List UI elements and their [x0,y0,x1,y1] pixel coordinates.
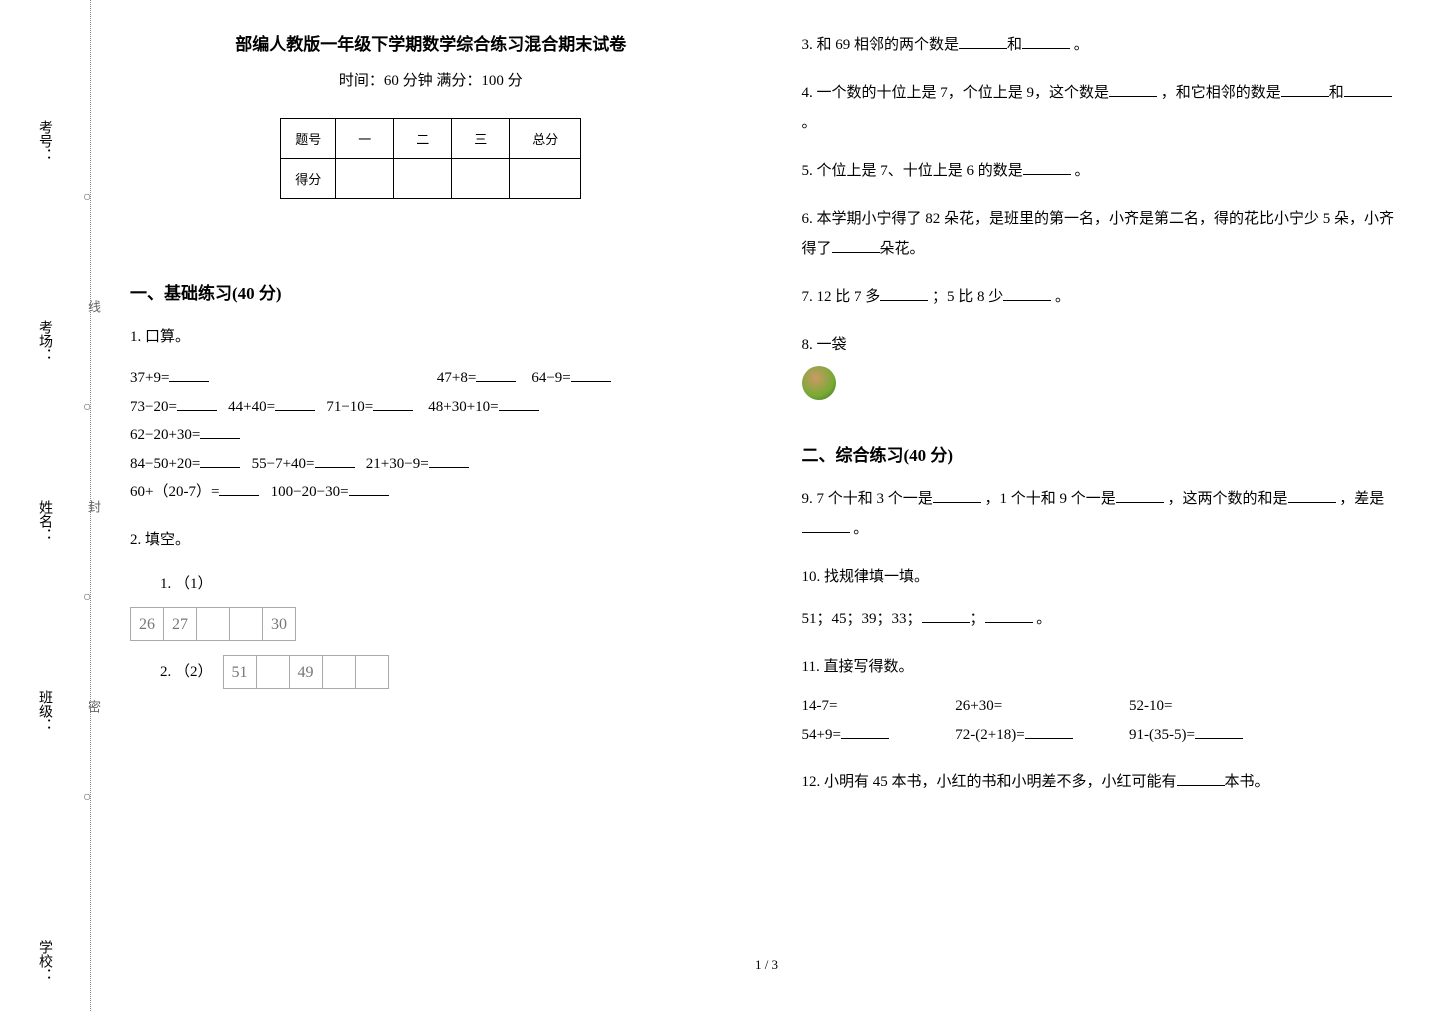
question-body: 51；45；39；33；； 。 [802,604,1404,634]
right-column: 3. 和 69 相邻的两个数是和 。 4. 一个数的十位上是 7，个位上是 9，… [802,20,1404,797]
blank [169,367,209,382]
spine-label: 姓名： [34,500,54,542]
blank [177,396,217,411]
question-4: 4. 一个数的十位上是 7，个位上是 9，这个数是 ，和它相邻的数是和 。 [802,78,1404,138]
question-12: 12. 小明有 45 本书，小红的书和小明差不多，小红可能有本书。 [802,767,1404,797]
sub-label: 2. （2） [160,657,213,687]
seal-dot: ○ [83,590,91,606]
cells-row: 51 . 49 . . [223,655,388,689]
eq: 55−7+40= [252,450,315,479]
eq: 62−20+30= [130,421,200,450]
eq: 60+（20-7）= [130,478,219,507]
cell-empty: . [196,607,230,641]
question-9: 9. 7 个十和 3 个一是 ，1 个十和 9 个一是 ，这两个数的和是 ，差是… [802,484,1404,544]
cell-empty: . [229,607,263,641]
question-label: 8. 一袋 [802,337,847,353]
left-column: 部编人教版一年级下学期数学综合练习混合期末试卷 时间：60 分钟 满分：100 … [130,20,732,797]
section-heading-1: 一、基础练习(40 分) [130,279,732,304]
spine-label: 考号： [34,120,54,162]
eq: 52-10= [1129,692,1172,721]
blank [200,453,240,468]
seal-dot: ○ [83,400,91,416]
cell: 51 [223,655,257,689]
page-body: 部编人教版一年级下学期数学综合练习混合期末试卷 时间：60 分钟 满分：100 … [130,20,1403,981]
question-10: 10. 找规律填一填。 51；45；39；33；； 。 [802,562,1404,634]
spine-label: 考场： [34,320,54,362]
section-heading-2: 二、综合练习(40 分) [802,441,1404,466]
question-7: 7. 12 比 7 多 ；5 比 8 少 。 [802,282,1404,312]
eq: 64−9= [531,364,570,393]
score-hdr: 三 [452,119,510,159]
question-5: 5. 个位上是 7、十位上是 6 的数是 。 [802,156,1404,186]
eq: 71−10= [326,393,373,422]
cell: 30 [262,607,296,641]
score-cell [336,159,394,199]
seal-char: 封 [84,500,103,513]
question-6: 6. 本学期小宁得了 82 朵花，是班里的第一名，小齐是第二名，得的花比小宁少 … [802,204,1404,264]
score-hdr: 题号 [281,119,336,159]
blank [200,424,240,439]
eq: 91-(35-5)= [1129,721,1243,750]
eq: 47+8= [437,364,476,393]
question-8: 8. 一袋 [802,330,1404,411]
score-hdr: 总分 [510,119,581,159]
cell-empty: . [322,655,356,689]
apple-icon [802,366,836,400]
score-cell [394,159,452,199]
page-subtitle: 时间：60 分钟 满分：100 分 [130,69,732,90]
question-3: 3. 和 69 相邻的两个数是和 。 [802,30,1404,60]
cell: 26 [130,607,164,641]
eq: 26+30= [955,692,1125,721]
eq: 54+9= [802,721,952,750]
question-label: 10. 找规律填一填。 [802,562,1404,592]
question-label: 11. 直接写得数。 [802,652,1404,682]
spine-label: 学校： [34,940,54,982]
eq: 84−50+20= [130,450,200,479]
blank [499,396,539,411]
blank [219,481,259,496]
cell-empty: . [355,655,389,689]
page-number: 1 / 3 [130,957,1403,973]
score-cell [510,159,581,199]
page-title: 部编人教版一年级下学期数学综合练习混合期末试卷 [130,30,732,55]
blank [373,396,413,411]
cell: 27 [163,607,197,641]
blank [349,481,389,496]
seal-dot: ○ [83,790,91,806]
eq: 21+30−9= [366,450,429,479]
question-2: 2. 填空。 1. （1） 26 27 . . 30 2. （2） [130,525,732,689]
blank [315,453,355,468]
blank [476,367,516,382]
score-cell [452,159,510,199]
seal-char: 线 [84,300,103,313]
binding-margin: ○ ○ ○ ○ 考号： 考场： 姓名： 班级： 学校： 线 封 密 [30,0,100,1011]
score-table: 题号 一 二 三 总分 得分 [280,118,581,199]
eq: 100−20−30= [271,478,349,507]
score-hdr: 二 [394,119,452,159]
question-1: 1. 口算。 37+9= 47+8= 64−9= 73−20= 44+40= 7… [130,322,732,507]
blank [275,396,315,411]
eq: 44+40= [228,393,275,422]
eq: 48+30+10= [428,393,498,422]
sub-label: 1. （1） [160,569,732,599]
seal-char: 密 [84,700,103,713]
spine-label: 班级： [34,690,54,732]
cell: 49 [289,655,323,689]
seal-dot: ○ [83,190,91,206]
question-11: 11. 直接写得数。 14-7= 26+30= 52-10= 54+9= 72-… [802,652,1404,749]
eq: 37+9= [130,364,169,393]
score-hdr: 一 [336,119,394,159]
question-label: 1. 口算。 [130,322,732,352]
blank [429,453,469,468]
cell-empty: . [256,655,290,689]
eq: 73−20= [130,393,177,422]
score-row-label: 得分 [281,159,336,199]
eq: 14-7= [802,692,952,721]
question-label: 2. 填空。 [130,525,732,555]
cells-row: 26 27 . . 30 [130,607,732,641]
eq: 72-(2+18)= [955,721,1125,750]
blank [571,367,611,382]
